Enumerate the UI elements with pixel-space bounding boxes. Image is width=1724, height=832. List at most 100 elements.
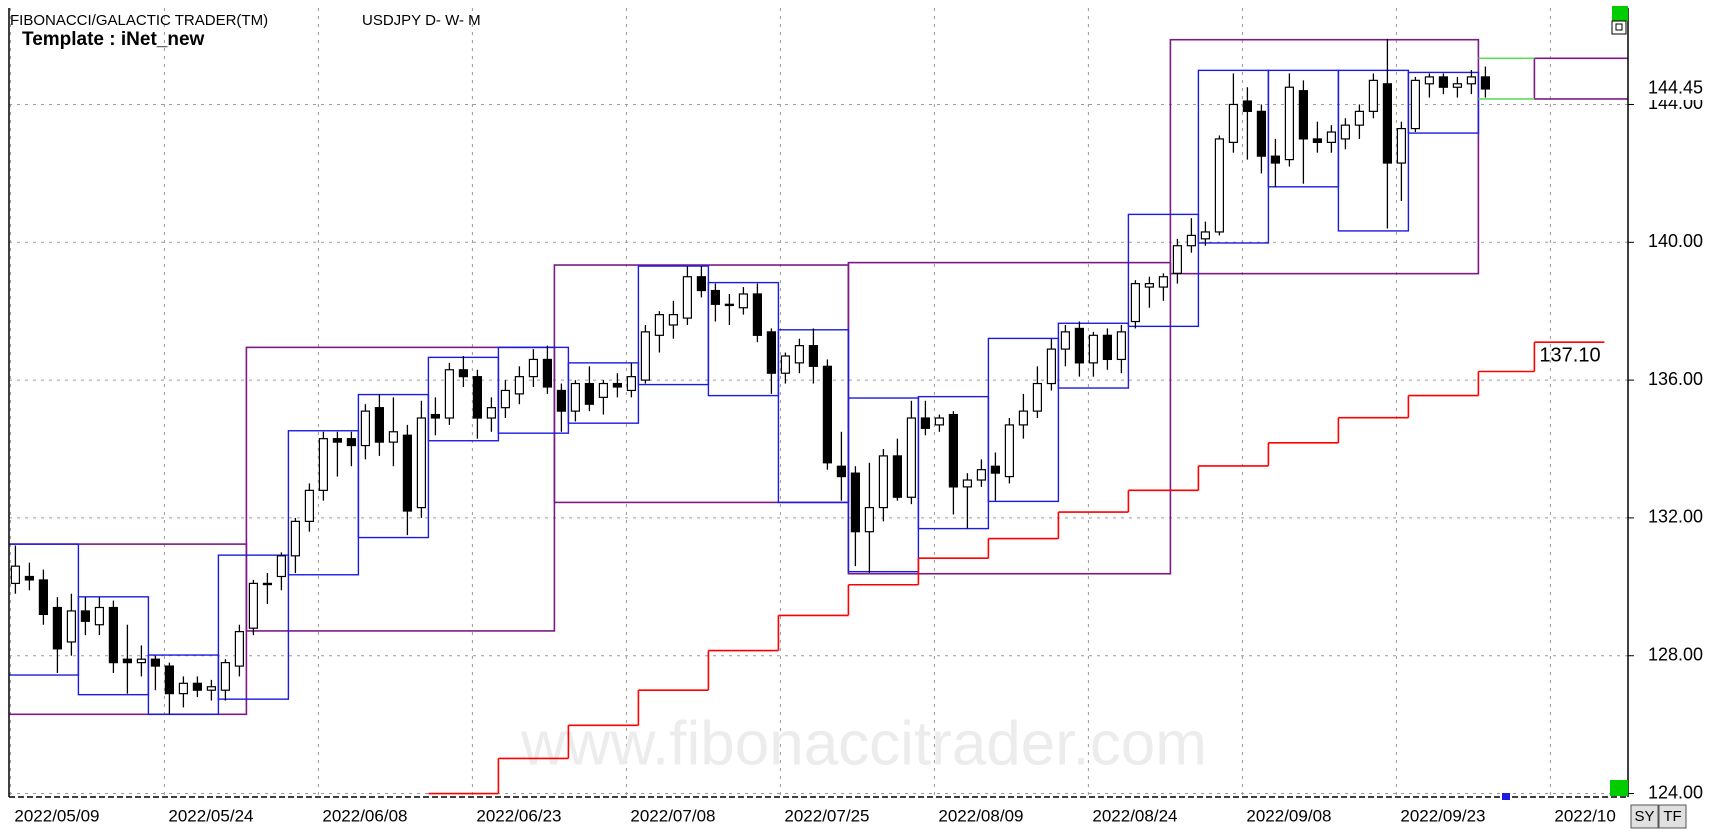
candle-body <box>668 314 679 326</box>
candle-body <box>276 555 286 578</box>
monthly-box <box>1169 38 1480 275</box>
x-tick-label: 2022/07/08 <box>630 806 715 825</box>
candle-body <box>514 376 525 395</box>
candle-body <box>262 582 272 586</box>
toolbar-button[interactable] <box>1630 804 1659 829</box>
stop-label: 137.10 <box>1539 344 1600 366</box>
weekly-box <box>567 362 640 424</box>
candle-body <box>682 276 693 319</box>
candle-body <box>1200 231 1211 240</box>
y-tick-label: 124.00 <box>1648 782 1703 802</box>
x-tick-label: 2022/06/23 <box>476 806 561 825</box>
x-tick-label: 2022/10 <box>1554 806 1615 825</box>
candle-body <box>24 575 34 581</box>
toolbar-button[interactable] <box>1658 804 1687 829</box>
candle-body <box>430 413 440 419</box>
weekly-box <box>1127 213 1200 328</box>
candle-body <box>304 489 314 522</box>
x-tick-label: 2022/05/09 <box>14 806 99 825</box>
candle-body <box>346 438 356 447</box>
watermark: www.fibonaccitrader.com <box>520 709 1207 778</box>
candle-body <box>542 358 553 388</box>
candle-body <box>1102 334 1113 361</box>
candle-body <box>738 293 749 309</box>
axis-labels: 124.00128.00132.00136.00140.00144.002022… <box>14 78 1720 825</box>
candle-body <box>1018 410 1029 426</box>
toolbar-button-label[interactable]: SY <box>1634 808 1654 825</box>
corner-marker <box>1612 6 1628 21</box>
candle-body <box>10 565 20 584</box>
x-tick-label: 2022/09/08 <box>1246 806 1331 825</box>
candle-body <box>66 610 77 643</box>
candle-body <box>1228 103 1239 143</box>
candle-body <box>1214 138 1225 233</box>
candle-body <box>584 382 595 405</box>
candle-body <box>332 438 342 443</box>
candle-body <box>444 369 454 419</box>
candle-body <box>1116 331 1127 361</box>
x-tick-label: 2022/08/24 <box>1092 806 1177 825</box>
candle-body <box>38 579 49 615</box>
x-tick-label: 2022/06/08 <box>322 806 407 825</box>
last-price-label: 144.45 <box>1648 78 1703 98</box>
candle-body <box>794 345 805 364</box>
candle-body <box>290 520 300 557</box>
candle-body <box>696 276 707 292</box>
candle-body <box>94 606 105 626</box>
grid <box>9 8 1628 797</box>
candle-body <box>808 345 819 367</box>
weekly-box <box>357 393 430 539</box>
candle-body <box>948 413 959 488</box>
candle-body <box>1452 83 1463 88</box>
plot-area: 137.10 <box>9 38 1628 795</box>
candle-body <box>416 417 426 509</box>
candle-body <box>1424 76 1435 85</box>
candle-body <box>388 431 398 443</box>
candle-body <box>878 455 889 509</box>
candle-body <box>1396 127 1407 164</box>
candle-body <box>318 438 328 491</box>
y-tick-label: 136.00 <box>1648 369 1703 389</box>
candle-body <box>528 358 539 378</box>
candle-body <box>150 658 160 667</box>
candle-body <box>248 582 258 629</box>
candle-body <box>1298 90 1309 140</box>
candle-body <box>864 506 875 533</box>
candle-body <box>920 417 931 429</box>
candle-body <box>220 662 230 691</box>
candle-body <box>1382 83 1393 164</box>
symbol: USDJPY D- W- M <box>362 12 481 29</box>
candle-body <box>556 389 567 412</box>
candle-body <box>164 665 174 695</box>
candle-body <box>1438 76 1449 88</box>
candle-body <box>766 331 777 374</box>
weekly-box <box>77 596 150 696</box>
candle-body <box>1326 131 1337 143</box>
candle-body <box>626 376 637 392</box>
candle-body <box>1368 79 1379 112</box>
candle-body <box>178 682 188 695</box>
candle-body <box>906 417 917 498</box>
candle-body <box>1144 283 1155 288</box>
weekly-box <box>1407 71 1480 134</box>
toolbar-button-label[interactable]: TF <box>1663 808 1681 825</box>
candle-body <box>1158 276 1169 288</box>
candle-body <box>206 686 216 691</box>
candle-body <box>486 407 496 419</box>
candle-body <box>108 606 119 664</box>
candle-body <box>752 293 763 336</box>
candle-body <box>1004 424 1015 478</box>
candle-body <box>1186 234 1197 247</box>
candle-body <box>1046 348 1057 385</box>
candle-body <box>1256 110 1267 157</box>
candle-body <box>1354 110 1365 126</box>
candle-body <box>458 369 468 378</box>
candle-body <box>192 682 202 691</box>
candle-body <box>710 289 721 305</box>
candle-body <box>850 472 861 533</box>
restore-button[interactable] <box>1611 20 1627 35</box>
restore-icon <box>1615 23 1623 31</box>
time-marker <box>1502 793 1510 800</box>
y-tick-label: 132.00 <box>1648 507 1703 527</box>
candle-body <box>962 479 973 488</box>
